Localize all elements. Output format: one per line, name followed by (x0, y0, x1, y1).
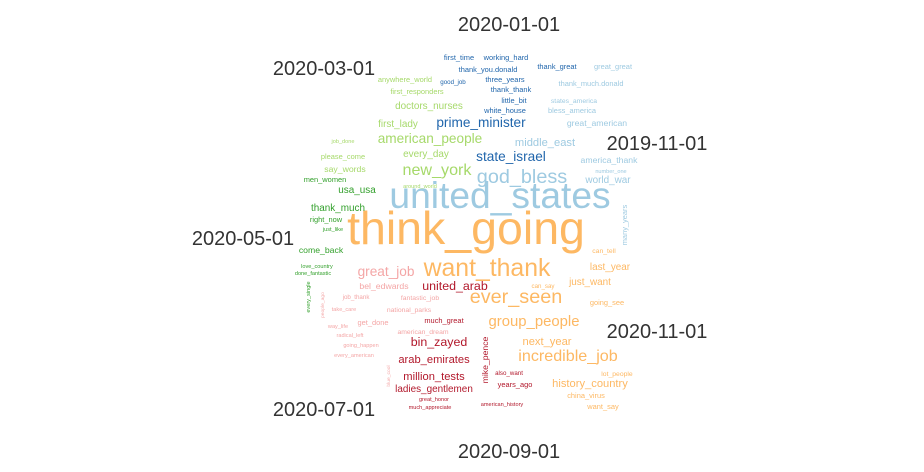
word-blue-cool: blue_cool (386, 365, 392, 386)
word-job-thank: job_thank (342, 294, 371, 301)
word-get-done: get_done (357, 318, 388, 327)
word-every-american: every_american (334, 353, 374, 359)
word-thank-much: thank_much (311, 203, 365, 214)
word-new-york: new_york (403, 161, 473, 179)
group-label: 2020-05-01 (192, 228, 294, 250)
word-think-going: think_going (347, 202, 585, 254)
word-going-see: going_see (590, 298, 624, 307)
word-bel-edwards: bel_edwards (359, 281, 409, 291)
word-working-hard: working_hard (483, 53, 529, 62)
word-american-people: american_people (378, 131, 483, 146)
word-anywhere-world: anywhere_world (378, 75, 432, 84)
word-take-care: take_care (332, 307, 357, 313)
word-bless-america: bless_america (548, 106, 597, 115)
group-label: 2020-09-01 (458, 441, 560, 463)
word-national-parks: national_parks (387, 307, 432, 314)
word-much-great: much_great (424, 316, 464, 325)
word-white-house: white_house (483, 106, 526, 115)
word-come-back: come_back (299, 245, 344, 255)
word-lot-people: lot_people (601, 371, 633, 378)
word-history-country: history_country (552, 378, 628, 390)
word-last-year: last_year (590, 262, 631, 273)
word-say-words: say_words (324, 164, 366, 174)
word-god-bless: god_bless (477, 166, 567, 188)
word-years-ago: years_ago (498, 380, 533, 389)
word-state-israel: state_israel (476, 149, 546, 164)
word-united-states: united_states (389, 174, 610, 216)
word-american-history: american_history (481, 402, 524, 408)
word-great-job: great_job (358, 264, 415, 279)
group-label: 2020-01-01 (458, 14, 560, 36)
word-arab-emirates: arab_emirates (398, 354, 470, 366)
word-next-year: next_year (523, 336, 572, 348)
word-men-women: men_women (304, 175, 347, 184)
word-china-virus: china_virus (567, 391, 605, 400)
word-fantastic-job: fantastic_job (401, 295, 439, 302)
word-just-want: just_want (568, 277, 611, 288)
word-america-thank: america_thank (581, 155, 639, 165)
word-middle-east: middle_east (515, 137, 576, 149)
word-please-come: please_come (321, 152, 365, 161)
word-mike-pence: mike_pence (480, 336, 490, 383)
word-world-war: world_war (584, 175, 631, 186)
word-first-lady: first_lady (378, 119, 418, 130)
word-first-responders: first_responders (390, 87, 444, 96)
group-label: 2019-11-01 (607, 133, 708, 155)
word-want-say: want_say (586, 402, 619, 411)
word-million-tests: million_tests (403, 371, 465, 383)
word-thank-much-donald: thank_much.donald (559, 79, 624, 88)
word-prime-minister: prime_minister (436, 115, 526, 130)
word-just-like: just_like (322, 227, 343, 233)
word-three-years: three_years (485, 75, 525, 84)
word-ever-seen: ever_seen (470, 286, 563, 308)
word-doctors-nurses: doctors_nurses (395, 101, 463, 112)
word-people-ago: people_ago (320, 292, 326, 318)
word-united-arab: united_arab (422, 279, 488, 293)
word-way-life: way_life (327, 324, 348, 330)
group-label: 2020-07-01 (273, 399, 375, 421)
word-can-tell: can_tell (592, 248, 616, 255)
word-thank-thank: thank_thank (491, 85, 532, 94)
word-bin-zayed: bin_zayed (411, 335, 468, 349)
word-little-bit: little_bit (501, 96, 527, 105)
word-many-years: many_years (620, 204, 629, 245)
word-good-job: good_job (440, 79, 466, 86)
word-ladies-gentlemen: ladies_gentlemen (395, 384, 473, 395)
word-can-say: can_say (531, 283, 555, 290)
word-every-day: every_day (403, 149, 449, 160)
word-right-now: right_now (310, 215, 343, 224)
group-label: 2020-03-01 (273, 58, 375, 80)
word-group-people: group_people (489, 314, 580, 330)
word-going-happen: going_happen (343, 343, 378, 349)
word-done-fantastic: done_fantastic (295, 271, 331, 277)
word-every-single: every_single (306, 281, 312, 312)
word-great-american: great_american (567, 118, 627, 128)
word-job-done: job_done (331, 139, 355, 145)
word-much-appreciate: much_appreciate (409, 405, 452, 411)
word-thank-you-donald: thank_you.donald (459, 65, 518, 74)
word-also-want: also_want (495, 370, 523, 377)
word-usa-usa: usa_usa (338, 185, 376, 196)
word-american-dream: american_dream (397, 329, 448, 336)
word-want-thank: want_thank (423, 255, 551, 282)
word-first-time: first_time (444, 53, 474, 62)
word-states-america: states_america (551, 98, 597, 105)
group-label: 2020-11-01 (607, 321, 708, 343)
word-radical-left: radical_left (337, 333, 364, 339)
word-great-great: great_great (594, 62, 633, 71)
word-thank-great: thank_great (537, 62, 577, 71)
word-great-honor: great_honor (419, 397, 449, 403)
word-number-one: number_one (595, 169, 626, 175)
word-love-country: love_country (301, 264, 333, 270)
group-labels: 2020-01-01 2019-11-01 2020-11-01 2020-09-01… (192, 14, 708, 463)
word-incredible-job: incredible_job (518, 347, 617, 365)
word-around-world: around_world (403, 184, 437, 190)
